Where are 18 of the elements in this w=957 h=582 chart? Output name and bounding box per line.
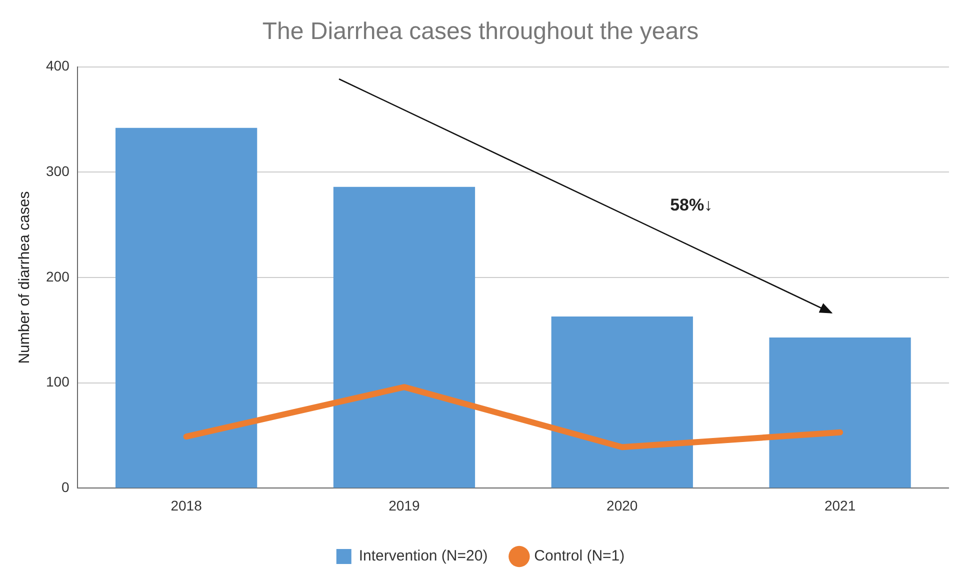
- x-tick-label: 2021: [824, 497, 856, 514]
- bar: [333, 186, 476, 488]
- chart-title: The Diarrhea cases throughout the years: [262, 18, 699, 46]
- y-tick-label: 300: [46, 163, 70, 180]
- annotation: 58%↓: [670, 196, 713, 215]
- x-tick-label: 2018: [170, 497, 202, 514]
- y-axis-title: Number of diarrhea cases: [16, 191, 34, 364]
- x-tick-label: 2020: [606, 497, 638, 514]
- legend-label: Control (N=1): [534, 548, 625, 565]
- x-tick-label: 2019: [388, 497, 420, 514]
- bar: [115, 128, 258, 488]
- bar: [769, 338, 911, 488]
- y-tick-label: 200: [46, 268, 70, 284]
- legend-label: Intervention (N=20): [358, 548, 488, 565]
- bar: [551, 316, 693, 488]
- y-tick-label: 0: [62, 479, 70, 496]
- y-tick-label: 100: [46, 374, 70, 390]
- y-tick-label: 400: [46, 58, 70, 74]
